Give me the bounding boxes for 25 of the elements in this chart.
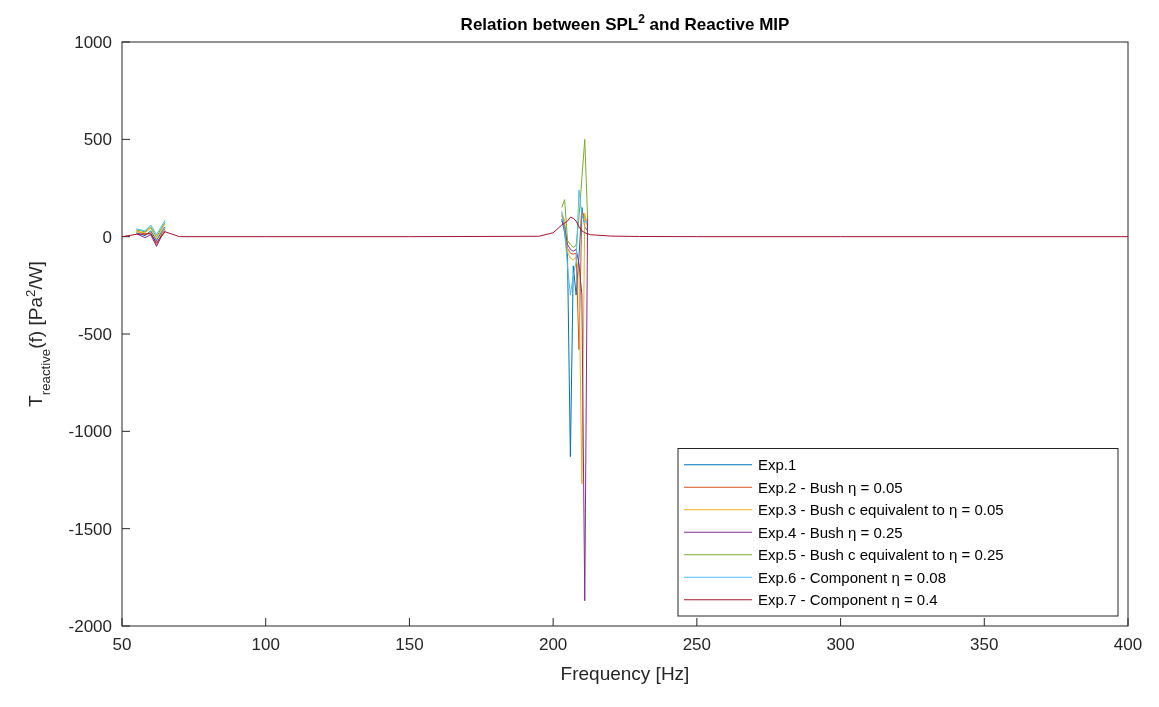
x-axis-title: Frequency [Hz] [560, 663, 690, 684]
legend-label: Exp.7 - Component η = 0.4 [758, 591, 938, 608]
y-tick-label: -2000 [68, 616, 112, 636]
x-tick-label: 50 [112, 635, 132, 654]
y-tick-label: -1500 [68, 519, 112, 539]
y-tick-label: -1000 [68, 422, 112, 442]
chart-title: Relation between SPL$^{2}$ and Reactive MIP [460, 12, 790, 34]
legend-label: Exp.5 - Bush c equivalent to η = 0.25 [758, 546, 1004, 563]
x-tick-label: 300 [826, 635, 855, 654]
x-tick-label: 250 [682, 635, 712, 654]
y-tick-label: 0 [102, 227, 112, 247]
y-tick-label: 1000 [74, 32, 112, 52]
legend-label: Exp.1 [758, 456, 797, 473]
legend-label: Exp.4 - Bush η = 0.25 [758, 523, 903, 541]
legend-label: Exp.3 - Bush c equivalent to η = 0.05 [758, 501, 1004, 518]
x-tick-label: 100 [251, 635, 280, 654]
legend-label: Exp.2 - Bush η = 0.05 [758, 478, 903, 496]
x-tick-label: 150 [395, 635, 424, 654]
line-series [121, 216, 1129, 244]
x-tick-label: 200 [538, 635, 568, 654]
x-tick-label: 350 [970, 635, 999, 654]
y-tick-label: -500 [77, 324, 112, 344]
x-tick-label: 400 [1113, 635, 1143, 654]
y-tick-label: 500 [83, 130, 112, 150]
legend-label: Exp.6 - Component η = 0.08 [758, 568, 947, 586]
